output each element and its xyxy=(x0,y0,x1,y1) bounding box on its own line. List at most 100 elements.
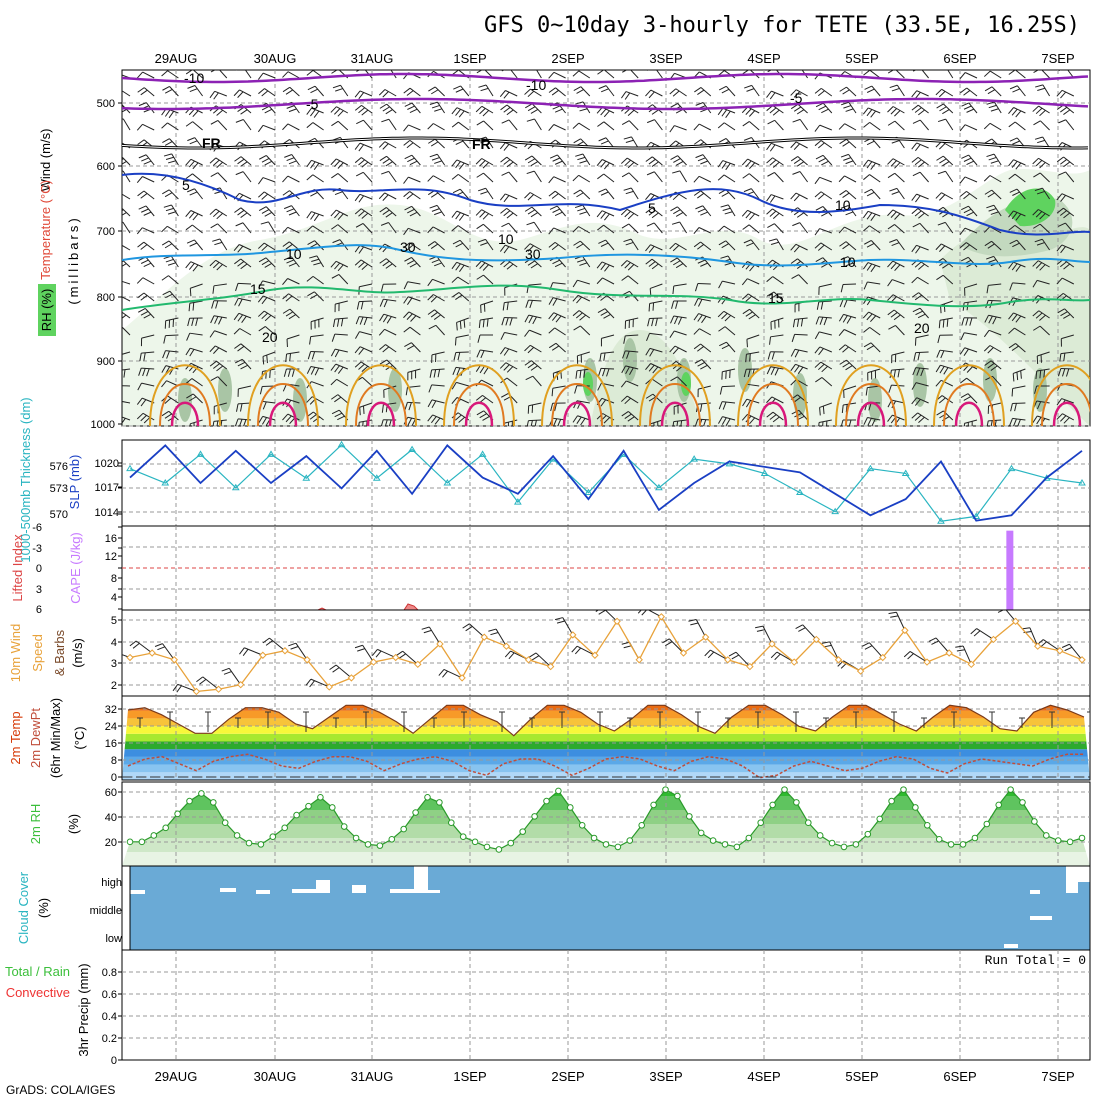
wind-barb-flag xyxy=(935,243,942,251)
wind-barb-flag xyxy=(238,298,243,307)
wind-barb xyxy=(336,158,349,166)
rh-contour-fill xyxy=(178,378,192,422)
wind-barb-flag xyxy=(456,322,458,331)
wind-barb xyxy=(135,640,153,654)
wind-barb xyxy=(1065,222,1075,234)
wind-barb-flag xyxy=(282,226,289,234)
wind-barb-flag xyxy=(815,377,823,383)
wind-barb xyxy=(162,643,175,661)
wind-barb-flag xyxy=(356,301,360,310)
wind-barb xyxy=(528,314,542,319)
wind-speed-marker xyxy=(967,660,976,669)
wind-barb xyxy=(165,365,179,370)
wind-barb xyxy=(918,292,929,302)
wind-barb xyxy=(846,138,857,149)
wind-barb-flag xyxy=(361,161,369,168)
wind-barb-flag xyxy=(499,244,506,252)
wind-barb-flag xyxy=(963,244,970,251)
wind-barb-flag xyxy=(693,227,700,234)
wind-barb-flag xyxy=(451,225,459,232)
wind-barb-flag xyxy=(306,225,314,232)
wind-barb-flag xyxy=(624,159,631,167)
wind-barb-flag xyxy=(624,397,631,405)
wind-barb xyxy=(909,651,928,663)
rh-marker xyxy=(924,821,931,829)
wind-barb-flag xyxy=(451,262,458,270)
slp-marker xyxy=(1042,474,1051,481)
wind-barb xyxy=(485,187,494,200)
wind-barb-flag xyxy=(552,208,561,213)
slp-marker xyxy=(161,479,170,486)
slp-marker xyxy=(337,440,346,448)
wind-barb-flag xyxy=(382,346,390,353)
wind-barb xyxy=(710,649,729,661)
wind-barb xyxy=(625,317,639,322)
wind-barb-flag xyxy=(434,417,441,425)
wind-barb-flag xyxy=(839,299,844,308)
wind-barb-flag xyxy=(677,317,683,325)
wind-barb-flag xyxy=(1021,627,1030,630)
wind-barb xyxy=(310,366,324,370)
contour-30 xyxy=(1052,401,1082,426)
wind-barb-flag xyxy=(313,214,320,222)
wind-barb-flag xyxy=(814,331,820,340)
wind-barb-flag xyxy=(798,627,806,632)
wind-barb-flag xyxy=(482,416,490,421)
rh-marker xyxy=(400,825,408,833)
wind-barb-flag xyxy=(741,209,748,217)
wind-barb-flag xyxy=(237,261,245,267)
rh-marker xyxy=(138,838,146,846)
wind-barb-flag xyxy=(794,365,800,373)
wind-barb-flag xyxy=(409,160,418,166)
wind-barb-flag xyxy=(355,316,360,325)
contour-label: 15 xyxy=(768,290,784,306)
wind-barb-flag xyxy=(1008,70,1016,75)
wind-barb-flag xyxy=(822,421,824,426)
wind-barb-flag xyxy=(501,70,506,72)
wind-barb-flag xyxy=(406,259,415,265)
wind-barb xyxy=(650,244,663,251)
rh-marker xyxy=(567,804,574,811)
wind-barb-flag xyxy=(741,278,748,286)
wind-barb xyxy=(601,261,615,268)
slp-marker xyxy=(796,488,804,496)
wind-barb-flag xyxy=(814,191,822,198)
wind-barb-flag xyxy=(790,192,797,200)
wind-barb-flag xyxy=(480,87,489,92)
wind-barb xyxy=(992,376,1002,387)
wind-barb-flag xyxy=(1056,277,1063,285)
wind-barb-flag xyxy=(406,142,414,149)
wind-barb xyxy=(411,257,421,268)
wind-barb-flag xyxy=(571,645,578,653)
wind-barb-flag xyxy=(437,369,441,378)
wind-barb xyxy=(485,84,494,97)
wind-barb-flag xyxy=(1017,419,1021,426)
wind-barb xyxy=(144,308,155,319)
wind-barb-flag xyxy=(700,211,708,216)
wind-barb xyxy=(1039,325,1050,336)
wind-barb xyxy=(916,244,929,251)
wind-barb xyxy=(311,107,324,114)
wind-barb-flag xyxy=(237,345,245,352)
wind-barb-flag xyxy=(623,238,632,243)
wind-barb xyxy=(582,204,591,217)
wind-barb-flag xyxy=(1060,91,1067,99)
wind-barb-flag xyxy=(354,104,362,111)
wind-barb-flag xyxy=(433,314,442,320)
wind-barb-flag xyxy=(189,396,197,402)
wind-barb xyxy=(536,70,542,79)
wind-barb-flag xyxy=(499,142,506,150)
wind-barb xyxy=(554,241,566,251)
wind-barb-flag xyxy=(648,158,656,165)
wind-barb-flag xyxy=(480,242,489,246)
wind-barb-flag xyxy=(122,142,123,145)
wind-barb-flag xyxy=(358,210,365,217)
wind-barb-flag xyxy=(404,257,412,262)
contour-label: FR xyxy=(202,135,221,151)
wind-barb-flag xyxy=(863,326,870,333)
wind-barb-flag xyxy=(288,314,297,320)
wind-barb-flag xyxy=(621,223,630,229)
cape-bars xyxy=(317,530,1014,610)
wind-barb xyxy=(601,334,615,339)
